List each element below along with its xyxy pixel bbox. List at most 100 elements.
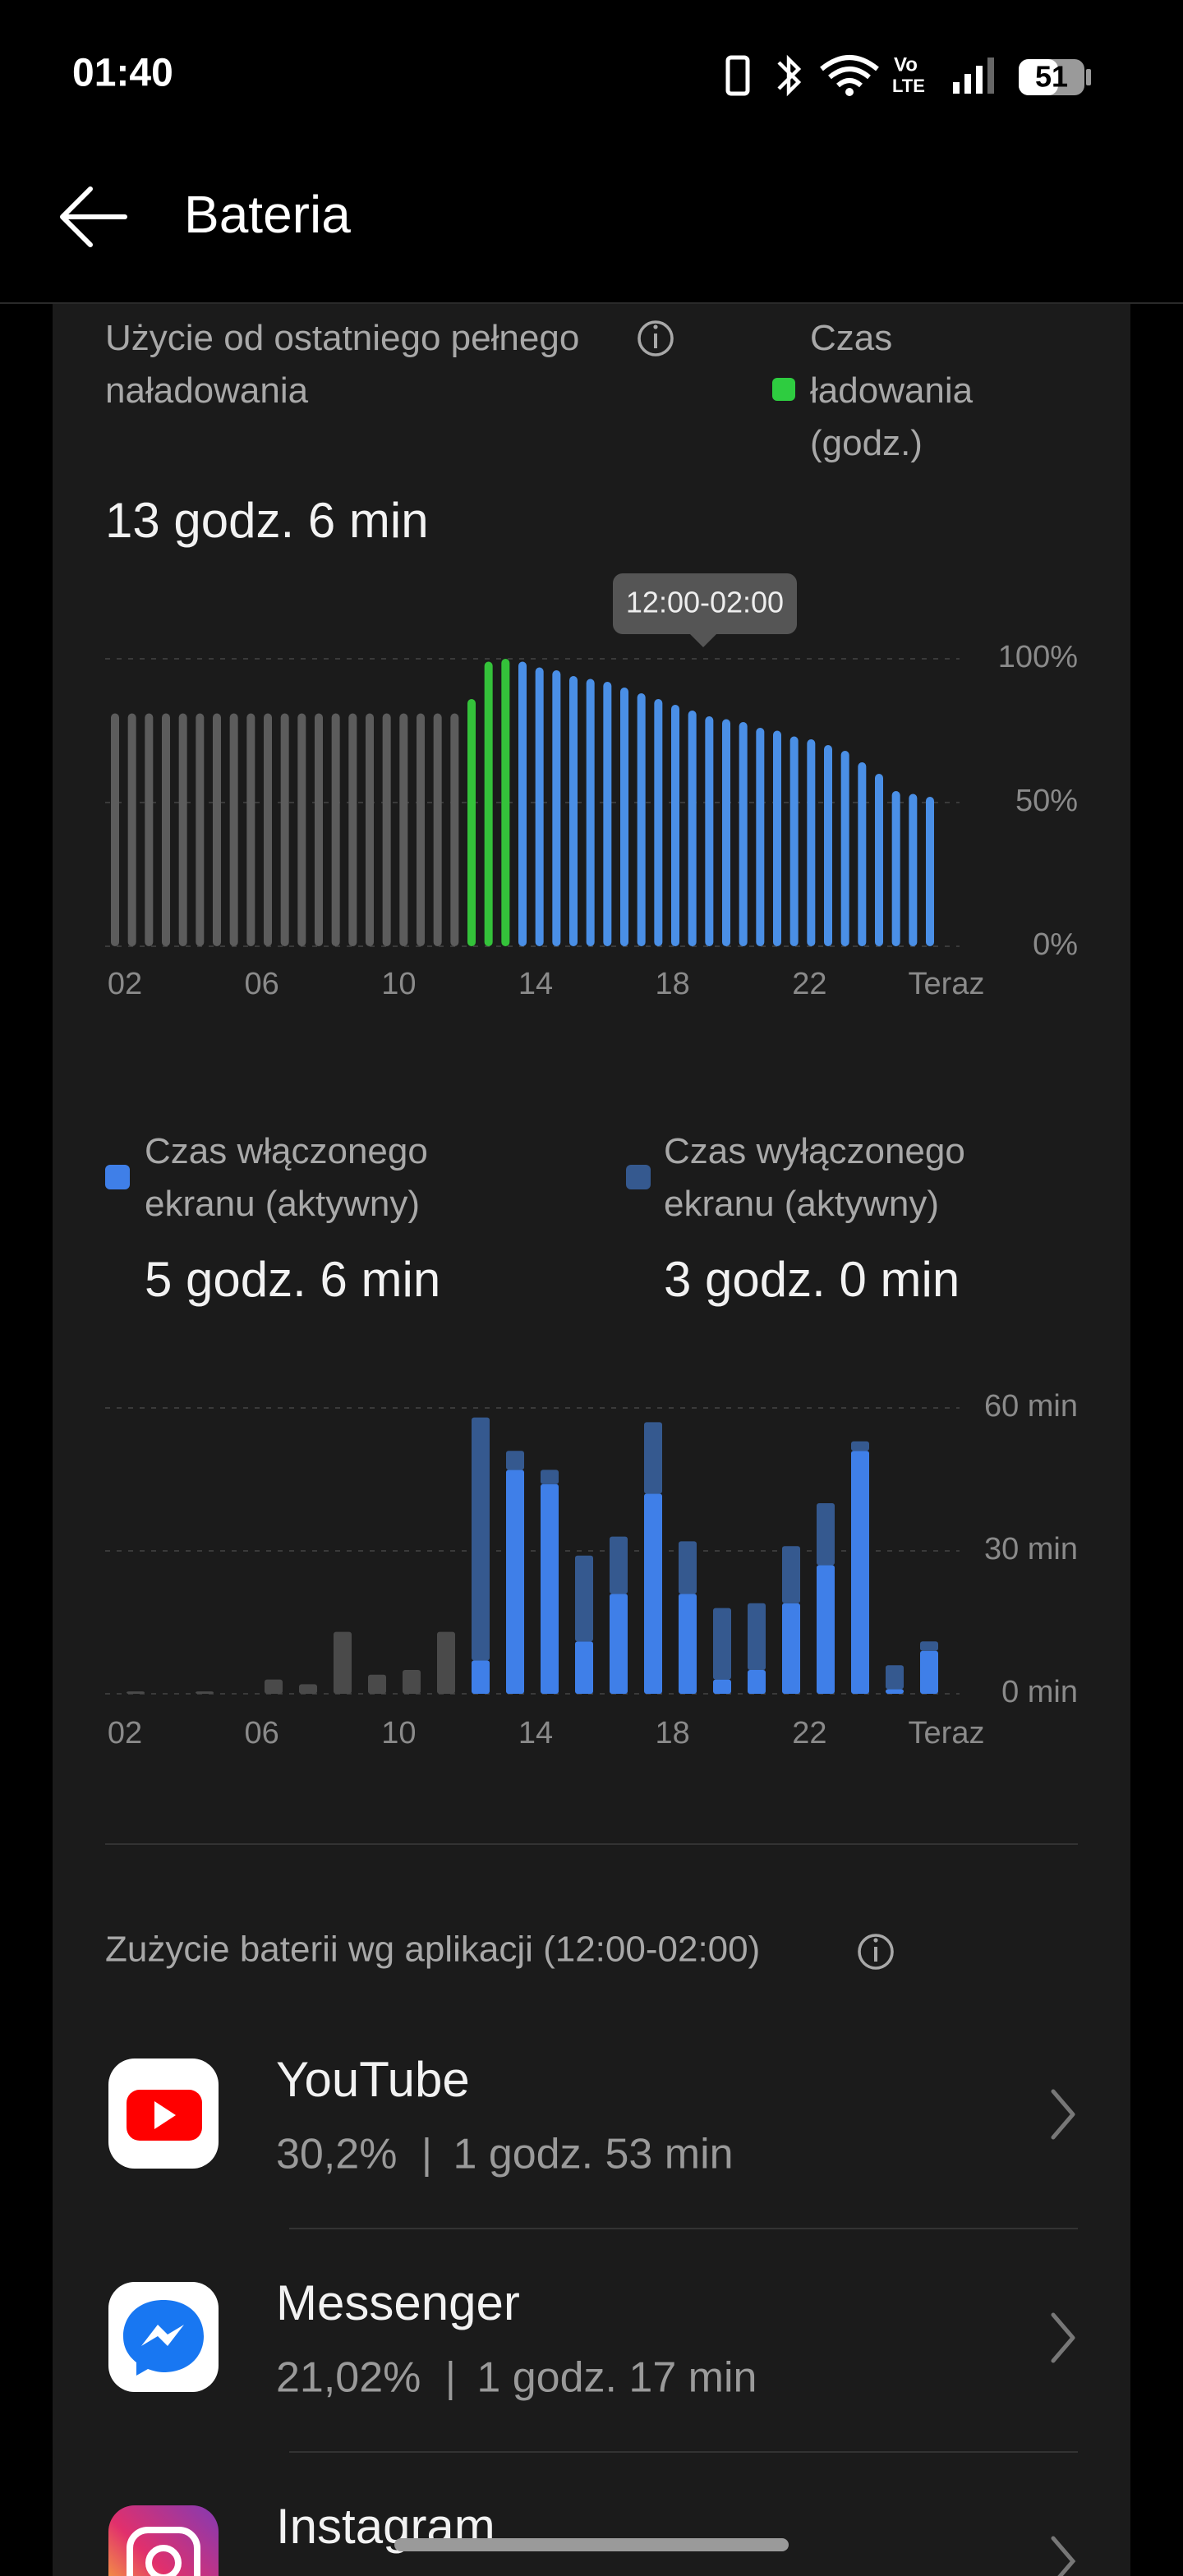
- x-tick-label: 22: [792, 967, 826, 1001]
- bar: [891, 791, 900, 946]
- bar-segment: [541, 1470, 559, 1484]
- bar: [671, 705, 679, 946]
- bar-segment: [713, 1608, 731, 1680]
- bar: [366, 713, 374, 946]
- bar: [739, 722, 748, 946]
- bar-segment: [334, 1631, 352, 1694]
- info-icon[interactable]: [858, 1934, 894, 1970]
- bar: [484, 661, 493, 946]
- y-tick-label: 100%: [998, 640, 1078, 674]
- bar: [501, 659, 510, 946]
- battery-level: 51: [1035, 60, 1068, 94]
- bar: [586, 678, 595, 946]
- bar-segment: [472, 1417, 490, 1661]
- bar-segment: [644, 1493, 662, 1694]
- bar: [773, 730, 781, 946]
- bar-segment: [368, 1674, 386, 1694]
- apps-title: Zużycie baterii wg aplikacji (12:00-02:0…: [105, 1930, 760, 1970]
- x-tick-label: 18: [656, 1716, 690, 1750]
- bar-segment: [644, 1422, 662, 1494]
- bar-segment: [920, 1641, 938, 1651]
- bar: [315, 713, 323, 946]
- bar: [909, 794, 918, 946]
- bar: [145, 713, 154, 946]
- bar: [331, 713, 340, 946]
- bar: [348, 713, 357, 946]
- app-name: YouTube: [276, 2052, 470, 2107]
- x-tick-label: 14: [518, 967, 553, 1001]
- bar-segment: [196, 1691, 214, 1694]
- bar-segment: [748, 1670, 766, 1694]
- x-tick-label: Teraz: [909, 967, 985, 1001]
- bar: [264, 713, 272, 946]
- bar: [688, 711, 697, 946]
- status-time: 01:40: [72, 52, 173, 95]
- app-time: 1 godz. 17 min: [476, 2354, 757, 2402]
- home-indicator: [394, 2538, 789, 2551]
- legend-label: Czas ładowania (godz.): [810, 318, 974, 463]
- bar-segment: [782, 1603, 800, 1694]
- usage-label: Użycie od ostatniego pełnego naładowania: [105, 318, 579, 411]
- legend-label: Czas wyłączonego ekranu (aktywny): [664, 1131, 965, 1224]
- page-title: Bateria: [184, 185, 351, 244]
- bar: [433, 713, 442, 946]
- bar-segment: [610, 1536, 628, 1594]
- bar: [756, 728, 765, 946]
- usage-duration: 13 godz. 6 min: [105, 493, 429, 548]
- legend-swatch: [626, 1165, 651, 1189]
- bar: [535, 667, 544, 946]
- bar: [417, 713, 425, 946]
- bar-segment: [575, 1555, 593, 1642]
- y-tick-label: 50%: [1015, 784, 1078, 818]
- bar-segment: [713, 1679, 731, 1694]
- info-icon[interactable]: [638, 320, 674, 356]
- app-time: 1 godz. 53 min: [453, 2131, 733, 2178]
- bar-segment: [782, 1546, 800, 1603]
- bar-segment: [748, 1603, 766, 1670]
- bar: [858, 762, 867, 946]
- legend-swatch: [772, 378, 795, 401]
- tooltip: [613, 573, 797, 647]
- x-tick-label: 18: [656, 967, 690, 1001]
- legend-label: Czas włączonego ekranu (aktywny): [145, 1131, 428, 1224]
- bar-segment: [506, 1470, 524, 1694]
- bar: [178, 713, 187, 946]
- chevron[interactable]: [1051, 2312, 1075, 2363]
- x-tick-label: 02: [108, 1716, 142, 1750]
- app-list: YouTube 30,2% 1 godz. 53 min Messenger 21,02…: [276, 2052, 1078, 2576]
- bar-segment: [817, 1565, 835, 1694]
- bar: [297, 713, 306, 946]
- legend-total: 3 godz. 0 min: [664, 1252, 960, 1307]
- bar: [213, 713, 221, 946]
- bar: [246, 713, 255, 946]
- x-tick-label: 22: [792, 1716, 826, 1750]
- bar: [111, 713, 119, 946]
- app-percent: 21,02%: [276, 2354, 421, 2402]
- bar-segment: [886, 1665, 904, 1690]
- bar: [467, 699, 476, 946]
- bar: [399, 713, 408, 946]
- chevron[interactable]: [1051, 2089, 1075, 2140]
- bar: [229, 713, 238, 946]
- bar: [450, 713, 459, 946]
- app-percent: 30,2%: [276, 2131, 397, 2178]
- youtube-icon: [108, 2058, 219, 2169]
- bar: [603, 682, 612, 946]
- bar: [569, 676, 578, 946]
- x-tick-label: 06: [245, 1716, 279, 1750]
- x-tick-label: 10: [381, 1716, 416, 1750]
- bar-segment: [265, 1679, 283, 1694]
- bar: [637, 693, 646, 946]
- bar: [196, 713, 205, 946]
- bar-segment: [575, 1641, 593, 1694]
- bar: [518, 661, 527, 946]
- legend-swatch: [105, 1165, 130, 1189]
- chevron[interactable]: [1051, 2536, 1076, 2576]
- bar-segment: [403, 1670, 421, 1694]
- x-tick-label: 10: [381, 967, 416, 1001]
- y-tick-label: 0%: [1033, 927, 1078, 962]
- bar: [789, 736, 799, 946]
- y-tick-label: 0 min: [1001, 1675, 1078, 1709]
- back-button[interactable]: [60, 186, 127, 247]
